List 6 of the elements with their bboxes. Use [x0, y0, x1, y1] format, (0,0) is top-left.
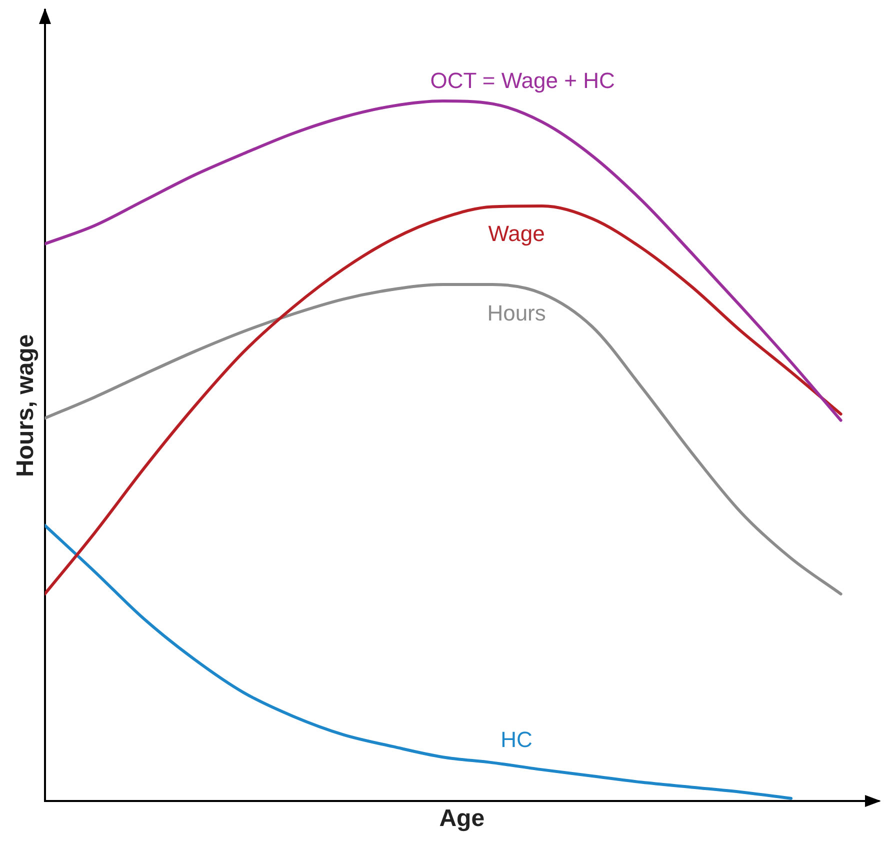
y-axis-title: Hours, wage — [12, 334, 40, 477]
series-label: Hours — [487, 300, 546, 326]
series-label: OCT = Wage + HC — [430, 68, 615, 93]
x-axis-title: Age — [439, 805, 485, 832]
series-label: HC — [500, 726, 533, 752]
series-label: Wage — [488, 220, 545, 246]
